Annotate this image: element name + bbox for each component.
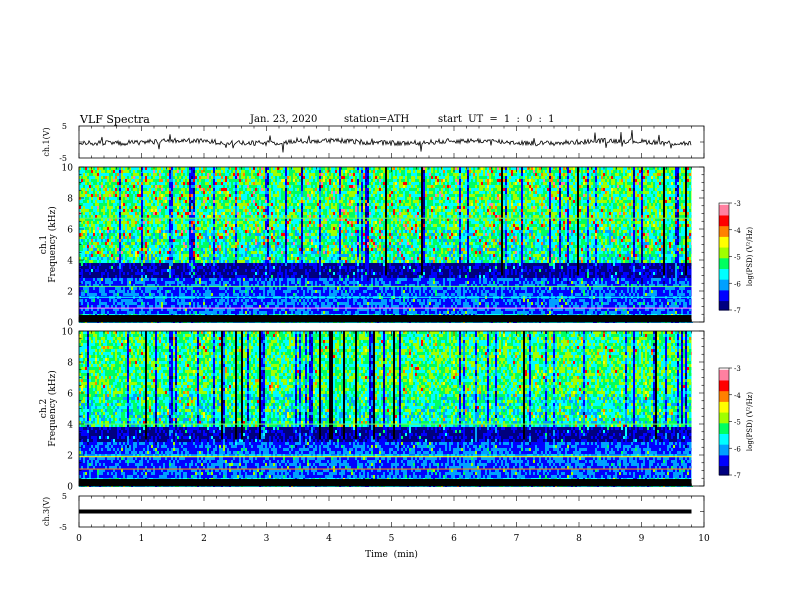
ch1-spectrogram-image xyxy=(79,167,704,323)
colorbar-tick-label: -4 xyxy=(734,392,741,400)
ch1-waveform-plot xyxy=(78,129,692,153)
y-tick-label: 10 xyxy=(62,328,74,338)
y-tick-label: 2 xyxy=(67,452,73,462)
start-time-label: start UT = 1 : 0 : 1 xyxy=(438,114,554,125)
x-tick-label: 2 xyxy=(201,534,207,544)
y-tick-label: -5 xyxy=(59,154,67,163)
colorbar-label: log(PSD) (V²/Hz) xyxy=(746,227,754,286)
axes-ticks xyxy=(78,126,705,527)
x-tick-label: 1 xyxy=(139,534,145,544)
y-tick-label: 5 xyxy=(62,122,67,131)
colorbar-tick-label: -5 xyxy=(734,254,741,262)
y-tick-label: 8 xyxy=(67,195,73,205)
colorbar-tick-label: -3 xyxy=(734,200,741,208)
colorbar-tick-label: -6 xyxy=(734,445,741,453)
y-tick-label: 6 xyxy=(67,226,73,236)
ch3-signal-line xyxy=(79,509,692,514)
y-axis-channel-label: ch.1 xyxy=(39,235,49,254)
x-tick-label: 5 xyxy=(389,534,395,544)
y-axis-voltage-label: ch.1(V) xyxy=(42,127,51,156)
x-tick-label: 0 xyxy=(76,534,82,544)
y-tick-label: 8 xyxy=(67,359,73,369)
y-tick-label: 4 xyxy=(67,421,73,431)
y-axis-frequency-label: Frequency (kHz) xyxy=(47,370,58,447)
y-tick-label: -5 xyxy=(59,523,67,532)
y-tick-label: 0 xyxy=(67,319,73,329)
colorbar-tick-label: -3 xyxy=(734,365,741,373)
y-tick-label: 4 xyxy=(67,257,73,267)
x-tick-label: 4 xyxy=(326,534,332,544)
x-tick-label: 8 xyxy=(576,534,582,544)
x-tick-label: 6 xyxy=(451,534,457,544)
colorbar-tick-label: -6 xyxy=(734,280,741,288)
figure-title: VLF Spectra xyxy=(80,113,150,126)
x-tick-label: 9 xyxy=(639,534,645,544)
ch2-colorbar: -3 -4 -5 -6 -7 log(PSD) (V²/Hz) xyxy=(718,365,754,480)
ch2-spectrogram-image xyxy=(79,331,704,487)
x-tick-label: 3 xyxy=(264,534,270,544)
colorbar-label: log(PSD) (V²/Hz) xyxy=(746,392,754,451)
colorbar-tick-label: -4 xyxy=(734,227,741,235)
y-axis-channel-label: ch.2 xyxy=(39,399,49,418)
x-axis-label: Time (min) xyxy=(365,549,418,560)
y-tick-label: 10 xyxy=(62,164,74,174)
ch3-waveform-plot xyxy=(79,509,692,514)
colorbar-tick-label: -7 xyxy=(734,307,741,315)
y-tick-label: 2 xyxy=(67,288,73,298)
colorbar-tick-label: -5 xyxy=(734,419,741,427)
y-tick-label: 5 xyxy=(62,492,67,501)
ch1-colorbar: -3 -4 -5 -6 -7 log(PSD) (V²/Hz) xyxy=(718,200,754,315)
x-tick-label: 7 xyxy=(514,534,520,544)
ch1-signal-line xyxy=(78,129,692,153)
y-tick-label: 0 xyxy=(67,483,73,493)
colorbar-tick-label: -7 xyxy=(734,472,741,480)
station-label: station=ATH xyxy=(344,114,409,125)
date-label: Jan. 23, 2020 xyxy=(250,114,317,125)
y-axis-frequency-label: Frequency (kHz) xyxy=(47,206,58,283)
y-tick-label: 6 xyxy=(67,390,73,400)
y-axis-voltage-label: ch.3(V) xyxy=(42,497,51,526)
x-tick-label: 10 xyxy=(698,534,710,544)
